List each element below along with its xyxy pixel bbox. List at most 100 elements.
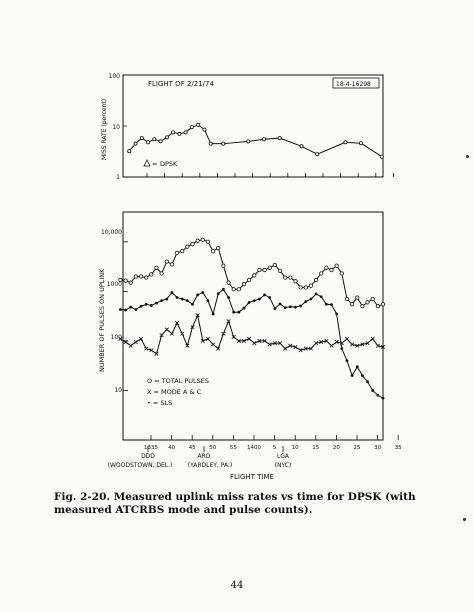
bottom-x-tick-label: 30 xyxy=(374,445,381,451)
bottom-y-tick-1000: 1000 xyxy=(107,281,122,288)
marker-dpsk xyxy=(315,152,320,157)
location-annotations: DDD (WOODSTOWN, DEL.) ARD (YARDLEY, PA.)… xyxy=(108,446,291,469)
marker-sls xyxy=(124,308,127,312)
marker-sls xyxy=(314,292,318,296)
series-line-sls xyxy=(120,288,384,399)
pulses-chart: NUMBER OF PULSES ON UPLINK 10,000 1000 1… xyxy=(98,211,402,481)
marker-mode-a-c xyxy=(329,343,334,348)
top-legend-label: DPSK xyxy=(160,160,178,168)
marker-sls xyxy=(201,291,205,294)
marker-mode-a-c xyxy=(164,327,169,332)
marker-total-pulses xyxy=(267,265,272,270)
marker-sls xyxy=(376,393,380,397)
marker-total-pulses xyxy=(216,245,221,251)
bottom-y-axis-label: NUMBER OF PULSES ON UPLINK xyxy=(98,268,106,372)
marker-total-pulses xyxy=(262,267,267,273)
marker-mode-a-c xyxy=(283,346,288,351)
marker-mode-a-c xyxy=(226,319,231,324)
marker-total-pulses xyxy=(169,262,175,267)
marker-total-pulses xyxy=(313,277,319,283)
marker-mode-a-c xyxy=(344,336,350,341)
marker-mode-a-c xyxy=(262,338,267,343)
marker-mode-a-c xyxy=(288,343,293,348)
scan-speck-top xyxy=(466,155,469,158)
marker-sls xyxy=(304,300,308,304)
marker-dpsk xyxy=(164,135,169,140)
marker-sls xyxy=(206,299,210,303)
marker-total-pulses xyxy=(319,271,324,276)
marker-dpsk xyxy=(208,141,213,146)
marker-dpsk xyxy=(133,141,138,146)
marker-dpsk xyxy=(343,140,348,145)
annotation-place-yardley: (YARDLEY, PA.) xyxy=(188,462,233,469)
marker-sls xyxy=(185,299,189,303)
marker-total-pulses xyxy=(303,285,308,290)
top-y-tick-1: 1 xyxy=(116,174,120,181)
marker-mode-a-c xyxy=(272,341,277,346)
marker-dpsk xyxy=(379,154,384,159)
top-x-ticks xyxy=(123,74,394,177)
top-ref-box xyxy=(332,77,380,89)
marker-total-pulses xyxy=(123,278,128,283)
marker-total-pulses xyxy=(380,302,386,307)
marker-sls xyxy=(268,296,272,299)
bottom-x-tick-label: 15 xyxy=(312,445,319,451)
top-ref-id: 18-4-16298 xyxy=(336,81,371,88)
marker-dpsk xyxy=(146,140,151,145)
marker-mode-a-c xyxy=(128,343,133,348)
marker-total-pulses xyxy=(241,282,247,287)
bottom-y-tick-100: 100 xyxy=(111,334,123,341)
marker-sls xyxy=(355,365,359,369)
marker-total-pulses xyxy=(205,239,211,244)
marker-mode-a-c xyxy=(138,336,144,341)
top-series-group xyxy=(127,122,384,159)
marker-sls xyxy=(278,302,282,306)
marker-total-pulses xyxy=(293,279,298,284)
top-y-tick-100: 100 xyxy=(109,73,121,80)
bottom-x-tick-label: 5 xyxy=(273,445,277,451)
bottom-x-tick-label: 55 xyxy=(230,445,237,451)
marker-sls xyxy=(319,295,323,299)
marker-total-pulses xyxy=(138,274,144,279)
bottom-x-tick-label: 25 xyxy=(354,445,361,451)
marker-sls xyxy=(361,374,364,377)
figure-caption: Fig. 2-20. Measured uplink miss rates vs… xyxy=(54,491,434,517)
annotation-code-ddd: DDD xyxy=(141,453,155,460)
marker-total-pulses xyxy=(190,241,195,247)
marker-total-pulses xyxy=(344,296,350,302)
marker-mode-a-c xyxy=(257,338,262,343)
marker-mode-a-c xyxy=(149,348,154,353)
page-number: 44 xyxy=(230,580,244,591)
marker-mode-a-c xyxy=(236,338,241,343)
series-line-total-pulses xyxy=(120,239,384,308)
marker-mode-a-c xyxy=(350,342,355,347)
marker-total-pulses xyxy=(375,304,380,309)
marker-total-pulses xyxy=(231,287,236,292)
marker-mode-a-c xyxy=(231,334,236,340)
marker-sls xyxy=(263,293,266,297)
marker-sls xyxy=(237,310,241,314)
marker-sls xyxy=(294,305,297,309)
marker-mode-a-c xyxy=(195,313,200,318)
marker-total-pulses xyxy=(334,263,339,268)
marker-sls xyxy=(165,297,169,301)
marker-total-pulses xyxy=(133,274,138,279)
marker-sls xyxy=(335,312,339,316)
marker-total-pulses xyxy=(257,267,262,273)
marker-total-pulses xyxy=(308,283,314,288)
marker-total-pulses xyxy=(174,250,180,255)
marker-mode-a-c xyxy=(293,345,298,350)
marker-total-pulses xyxy=(298,285,303,290)
series-line-dpsk xyxy=(128,124,383,158)
marker-sls xyxy=(247,300,251,304)
marker-mode-a-c xyxy=(370,336,375,341)
marker-sls xyxy=(191,302,194,306)
marker-total-pulses xyxy=(159,271,164,276)
marker-mode-a-c xyxy=(360,342,365,347)
marker-dpsk xyxy=(221,141,226,146)
marker-dpsk xyxy=(189,125,194,130)
marker-sls xyxy=(252,299,256,303)
marker-sls xyxy=(273,307,277,310)
marker-sls xyxy=(309,297,313,301)
